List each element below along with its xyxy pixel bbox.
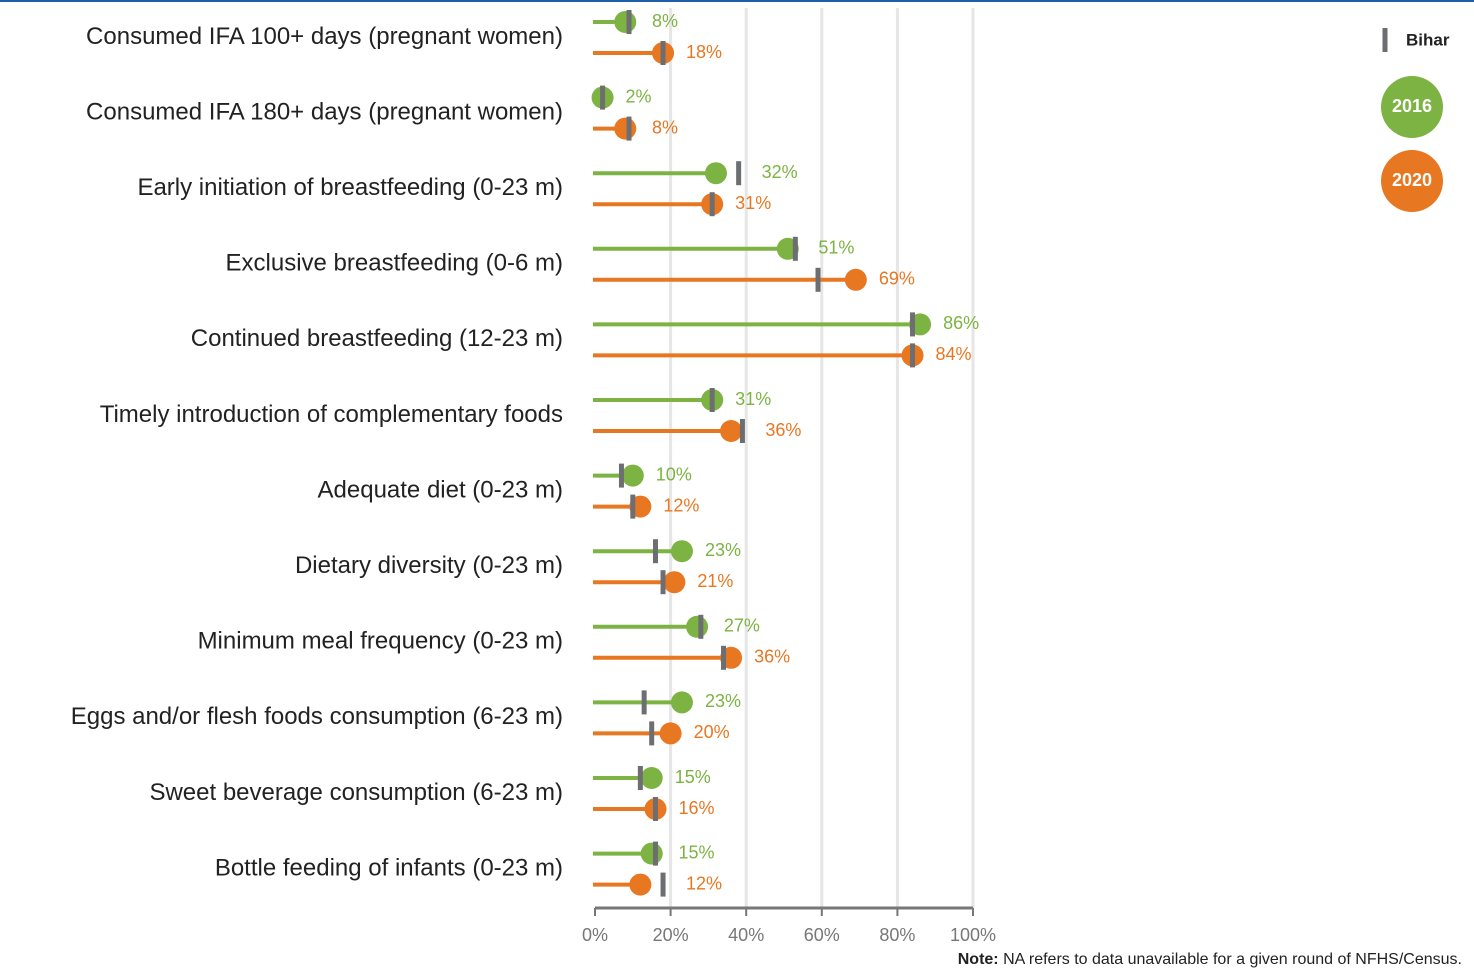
value-label: 32% — [762, 162, 798, 182]
category-label: Timely introduction of complementary foo… — [100, 401, 563, 428]
x-tick-label: 20% — [653, 925, 689, 945]
top-border — [0, 0, 1474, 2]
category-label: Consumed IFA 100+ days (pregnant women) — [86, 23, 563, 50]
lollipop-dot — [629, 873, 652, 896]
value-label: 84% — [936, 344, 972, 364]
lollipop-dot — [704, 162, 727, 185]
category-label: Sweet beverage consumption (6-23 m) — [149, 779, 563, 806]
value-label: 8% — [652, 11, 678, 31]
lollipop-dot — [670, 691, 693, 714]
value-label: 20% — [694, 722, 730, 742]
category-label: Bottle feeding of infants (0-23 m) — [215, 854, 563, 881]
x-tick-label: 100% — [950, 925, 996, 945]
value-label: 36% — [754, 647, 790, 667]
value-label: 12% — [686, 873, 722, 893]
value-label: 10% — [656, 464, 692, 484]
value-label: 18% — [686, 42, 722, 62]
value-label: 31% — [735, 193, 771, 213]
note-text: NA refers to data unavailable for a give… — [1003, 951, 1462, 968]
legend-label: Bihar — [1406, 30, 1450, 49]
legend-label: 2016 — [1392, 96, 1432, 116]
lollipop-dot — [686, 615, 709, 638]
lollipop-dot — [844, 268, 867, 291]
category-label: Minimum meal frequency (0-23 m) — [198, 628, 563, 655]
value-label: 51% — [818, 238, 854, 258]
value-label: 23% — [705, 540, 741, 560]
x-tick-label: 80% — [879, 925, 915, 945]
lollipop-dot — [614, 117, 637, 140]
lollipop-dot — [670, 540, 693, 563]
category-label: Exclusive breastfeeding (0-6 m) — [226, 250, 563, 277]
category-label: Eggs and/or flesh foods consumption (6-2… — [71, 703, 563, 730]
value-label: 15% — [678, 842, 714, 862]
lollipop-dot — [640, 842, 663, 865]
value-label: 12% — [663, 495, 699, 515]
note-label: Note: — [958, 951, 999, 968]
category-label: Dietary diversity (0-23 m) — [295, 552, 563, 579]
legend-swatch — [1381, 76, 1443, 138]
value-label: 16% — [678, 798, 714, 818]
note: Note: NA refers to data unavailable for … — [958, 951, 1462, 968]
x-tick-label: 40% — [728, 925, 764, 945]
value-label: 23% — [705, 691, 741, 711]
value-label: 69% — [879, 269, 915, 289]
value-label: 8% — [652, 117, 678, 137]
x-tick-label: 0% — [582, 925, 608, 945]
lollipop-dot — [663, 571, 686, 594]
lollipop-dot — [640, 767, 663, 789]
legend-swatch — [1381, 150, 1443, 212]
value-label: 31% — [735, 389, 771, 409]
legend-label: 2020 — [1392, 170, 1432, 190]
value-label: 27% — [724, 616, 760, 636]
x-tick-label: 60% — [804, 925, 840, 945]
category-label: Consumed IFA 180+ days (pregnant women) — [86, 98, 563, 125]
category-label: Adequate diet (0-23 m) — [318, 476, 563, 503]
value-label: 21% — [697, 571, 733, 591]
value-label: 86% — [943, 313, 979, 333]
value-label: 2% — [626, 86, 652, 106]
value-label: 36% — [765, 420, 801, 440]
category-label: Early initiation of breastfeeding (0-23 … — [137, 174, 563, 201]
lollipop-dot — [720, 420, 743, 442]
lollipop-dot — [659, 722, 682, 745]
lollipop-dot — [614, 11, 637, 33]
value-label: 15% — [675, 767, 711, 787]
lollipop-dot — [621, 464, 644, 487]
category-label: Continued breastfeeding (12-23 m) — [191, 325, 563, 352]
